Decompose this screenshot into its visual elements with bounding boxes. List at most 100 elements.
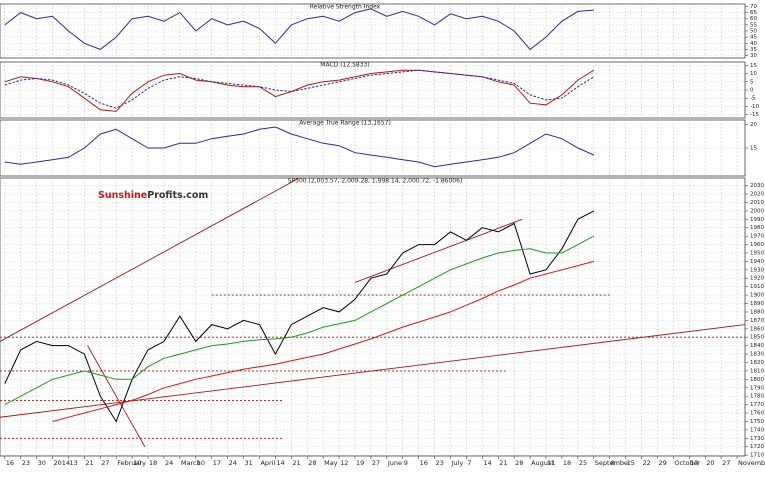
- y-tick-label: 2020: [750, 192, 764, 198]
- y-tick-label: 1800: [750, 377, 764, 383]
- y-tick-label: 50: [750, 29, 757, 35]
- y-tick-label: 1960: [750, 242, 764, 248]
- x-tick-label: 16: [6, 459, 14, 467]
- y-tick-label: 60: [750, 16, 757, 22]
- x-tick-label: 21: [85, 459, 93, 467]
- y-tick-label: -10: [750, 104, 759, 110]
- series-line: [4, 69, 595, 109]
- x-tick-label: 23: [22, 459, 30, 467]
- y-tick-label: 1900: [750, 293, 764, 299]
- x-tick-label: 8: [611, 459, 615, 467]
- x-tick-label: 19: [356, 459, 364, 467]
- y-tick-label: 1840: [750, 343, 764, 349]
- y-tick-label: 1820: [750, 360, 764, 366]
- y-tick-label: 1930: [750, 267, 764, 273]
- x-tick-label: October: [674, 459, 700, 467]
- x-tick-label: 7: [467, 459, 471, 467]
- y-tick-label: 2030: [750, 183, 764, 189]
- y-tick-label: 20: [750, 122, 757, 128]
- x-tick-label: 14: [276, 459, 284, 467]
- y-tick-label: 35: [750, 47, 757, 53]
- x-tick-label: 20: [706, 459, 714, 467]
- logo-suffix: Profits.com: [147, 190, 208, 201]
- y-tick-label: 1740: [750, 427, 764, 433]
- y-tick-label: 1810: [750, 368, 764, 374]
- series-line: [52, 260, 594, 422]
- y-tick-label: 1880: [750, 309, 764, 315]
- x-tick-label: 13: [690, 459, 698, 467]
- y-tick-label: 30: [750, 53, 757, 59]
- x-tick-label: 17: [213, 459, 221, 467]
- y-tick-label: 45: [750, 35, 757, 41]
- y-tick-label: 1720: [750, 444, 764, 450]
- trend-line: [87, 345, 146, 447]
- trend-line: [0, 178, 300, 342]
- x-tick-label: 24: [229, 459, 237, 467]
- x-tick-label: July: [451, 459, 464, 467]
- y-tick-label: -15: [750, 112, 759, 118]
- x-tick-label: June: [387, 459, 402, 467]
- trend-line: [354, 218, 523, 283]
- y-tick-label: 2010: [750, 200, 764, 206]
- x-tick-label: 28: [308, 459, 316, 467]
- series-line: [4, 235, 595, 406]
- x-tick-label: 27: [372, 459, 380, 467]
- x-tick-label: 21: [292, 459, 300, 467]
- x-tick-label: 30: [38, 459, 46, 467]
- x-tick-label: 18: [563, 459, 571, 467]
- x-tick-label: 21: [499, 459, 507, 467]
- y-tick-label: 1980: [750, 225, 764, 231]
- y-tick-label: 1950: [750, 250, 764, 256]
- x-tick-label: 27: [101, 459, 109, 467]
- panel-title: SP500 (2,003.57, 2,009.28, 1,998.14, 2,0…: [288, 178, 463, 185]
- x-tick-label: April: [260, 459, 275, 467]
- x-tick-label: 18: [149, 459, 157, 467]
- y-tick-label: 1860: [750, 326, 764, 332]
- y-tick-label: 1870: [750, 318, 764, 324]
- y-tick-label: 1850: [750, 335, 764, 341]
- panel-title: MACD (12.5833): [320, 62, 369, 69]
- y-tick-label: 1710: [750, 453, 764, 459]
- y-tick-label: 1760: [750, 411, 764, 417]
- y-tick-label: 0: [750, 88, 754, 94]
- x-tick-label: 25: [579, 459, 587, 467]
- y-tick-label: 1750: [750, 419, 764, 425]
- series-line: [4, 8, 594, 51]
- y-tick-label: -5: [750, 96, 756, 102]
- x-tick-label: 24: [165, 459, 173, 467]
- x-tick-label: Novemb: [738, 459, 765, 467]
- x-tick-label: August: [531, 459, 554, 467]
- logo-brand: Sunshine: [98, 190, 147, 201]
- x-tick-label: 9: [404, 459, 408, 467]
- y-tick-label: 1730: [750, 436, 764, 442]
- x-tick-label: February: [117, 459, 146, 467]
- y-tick-label: 2000: [750, 208, 764, 214]
- y-tick-label: 1940: [750, 259, 764, 265]
- x-tick-label: 23: [436, 459, 444, 467]
- y-tick-label: 70: [750, 4, 757, 10]
- x-tick-label: 31: [245, 459, 253, 467]
- x-tick-label: 28: [515, 459, 523, 467]
- x-tick-label: 13: [69, 459, 77, 467]
- y-tick-label: 1890: [750, 301, 764, 307]
- y-tick-label: 15: [750, 146, 757, 152]
- x-tick-label: 2014: [54, 459, 71, 467]
- x-tick-label: September: [595, 459, 631, 467]
- y-tick-label: 65: [750, 10, 757, 16]
- y-tick-label: 1770: [750, 402, 764, 408]
- series-line: [4, 69, 595, 112]
- x-tick-label: 16: [420, 459, 428, 467]
- x-tick-label: 10: [133, 459, 141, 467]
- x-tick-label: 10: [197, 459, 205, 467]
- series-line: [4, 126, 595, 168]
- y-tick-label: 55: [750, 22, 757, 28]
- x-tick-label: 22: [643, 459, 651, 467]
- y-tick-label: 1830: [750, 352, 764, 358]
- y-tick-label: 15: [750, 63, 757, 69]
- panel-frame: [0, 177, 746, 457]
- y-tick-label: 1970: [750, 234, 764, 240]
- x-tick-label: 14: [483, 459, 491, 467]
- logo: SunshineProfits.com: [98, 190, 208, 201]
- y-tick-label: 1790: [750, 385, 764, 391]
